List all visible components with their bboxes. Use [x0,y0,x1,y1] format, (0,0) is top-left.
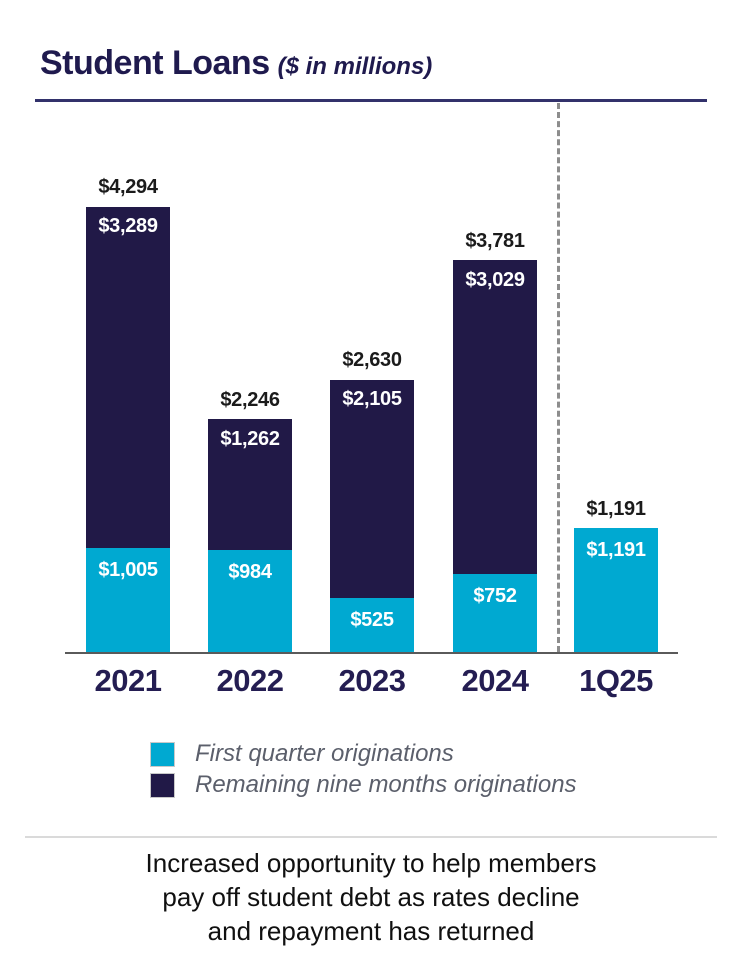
bar-2022: $984 $1,262 $2,246 [208,389,292,652]
segment-remaining-months [453,260,537,574]
segment-first-quarter [453,574,537,652]
x-axis-label-2024: 2024 [461,663,529,698]
bar-total-label: $1,191 [586,498,646,520]
page-title-text: Student Loans [40,44,270,82]
footer-callout: Increased opportunity to help members pa… [0,846,742,948]
legend-label: First quarter originations [195,740,454,767]
legend-item-remaining: Remaining nine months originations [150,771,577,799]
segment-value-label: $3,029 [465,269,525,291]
x-axis-label-2022: 2022 [216,663,284,698]
segment-value-label: $752 [473,585,517,607]
segment-first-quarter [574,528,658,652]
x-axis-line [65,652,678,654]
footer-line: Increased opportunity to help members [145,848,597,878]
footer-line: pay off student debt as rates decline [162,882,580,912]
segment-value-label: $1,191 [586,539,646,561]
legend-label: Remaining nine months originations [195,771,577,798]
segment-value-label: $525 [350,609,394,631]
title-underline [35,99,707,102]
bar-1Q25: $1,191 $1,191 [574,498,658,652]
quarter-separator-dashed-line [557,103,560,652]
segment-value-label: $984 [228,561,272,583]
page-title-units: ($ in millions) [277,53,433,80]
segment-first-quarter [86,548,170,652]
segment-remaining-months [208,419,292,550]
bar-2023: $525 $2,105 $2,630 [330,349,414,652]
x-axis-label-2021: 2021 [94,663,162,698]
legend-swatch-navy [150,772,175,798]
bar-total-label: $3,781 [465,230,525,252]
legend-swatch-cyan [150,741,175,767]
footer-line: and repayment has returned [207,916,535,946]
segment-value-label: $3,289 [98,215,158,237]
bar-2021: $1,005 $3,289 $4,294 [86,176,170,652]
x-axis-label-1Q25: 1Q25 [579,663,653,698]
segment-first-quarter [208,550,292,652]
x-axis-label-2023: 2023 [338,663,406,698]
segment-first-quarter [330,598,414,652]
segment-value-label: $1,262 [220,428,280,450]
stacked-bar-chart: $1,005 $3,289 $4,294 $984 $1,262 $2,246 $525 $2… [0,103,742,654]
segment-value-label: $2,105 [342,388,402,410]
bar-total-label: $2,630 [342,349,402,371]
segment-remaining-months [330,380,414,598]
footer-divider [25,836,717,838]
segment-value-label: $1,005 [98,559,158,581]
segment-remaining-months [86,207,170,548]
bar-2024: $752 $3,029 $3,781 [453,230,537,652]
bar-total-label: $2,246 [220,389,280,411]
page-title: Student Loans ($ in millions) [40,44,432,83]
chart-legend: First quarter originations Remaining nin… [150,740,577,802]
legend-item-first-quarter: First quarter originations [150,740,577,768]
bar-total-label: $4,294 [98,176,158,198]
